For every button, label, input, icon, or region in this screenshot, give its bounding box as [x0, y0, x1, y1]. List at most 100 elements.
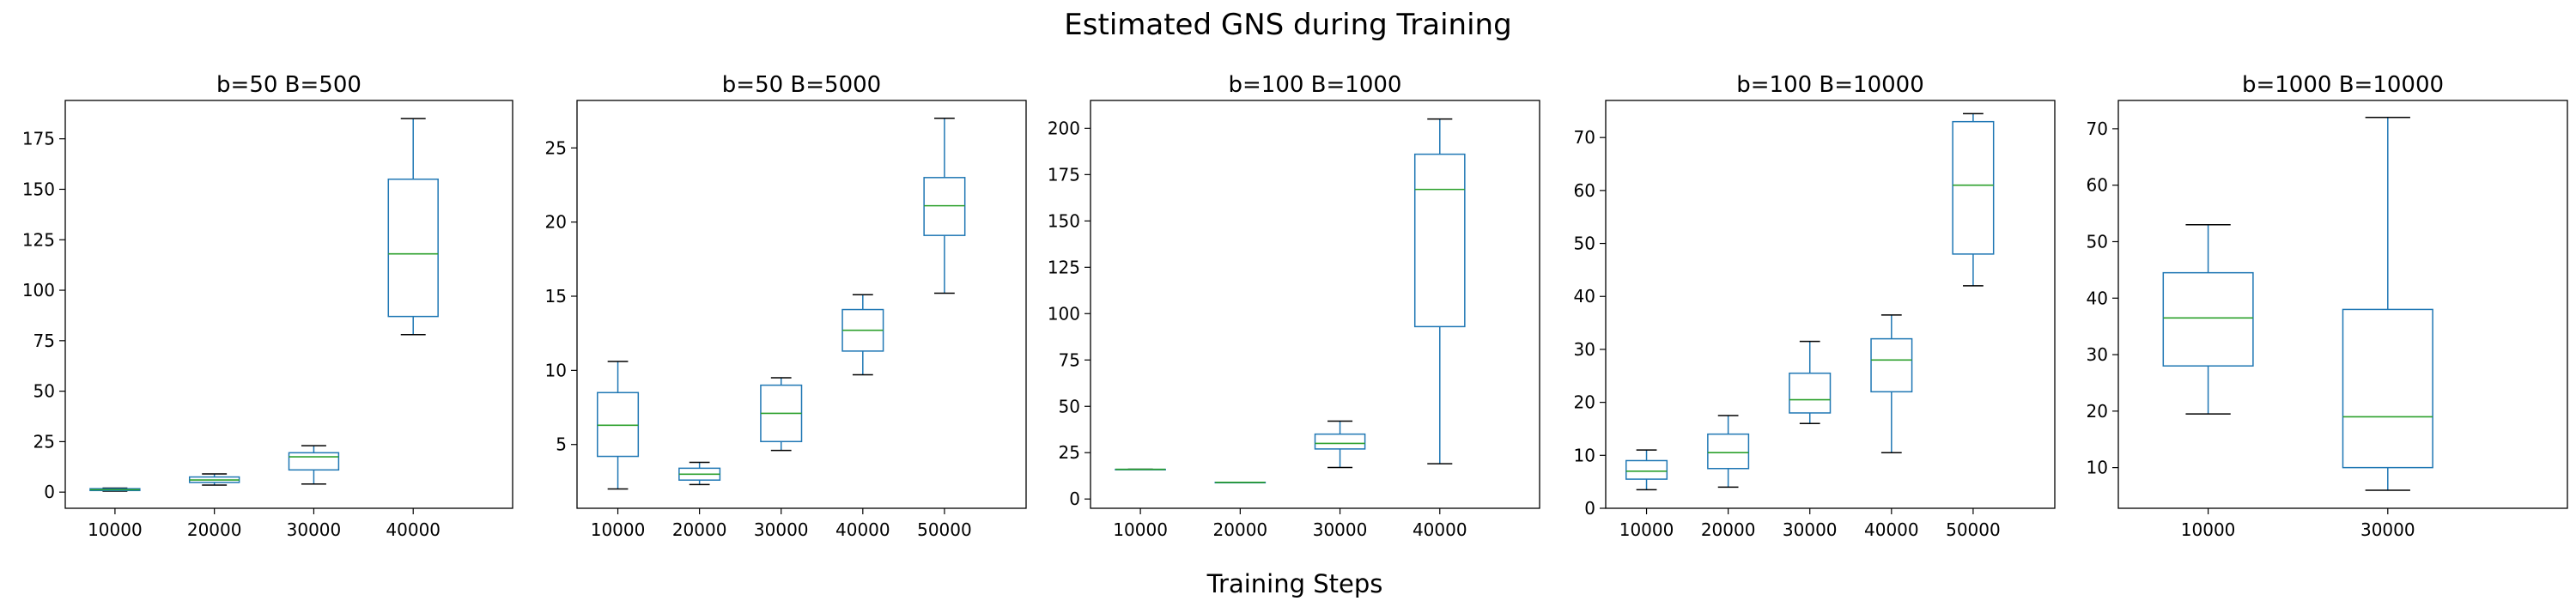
box-body — [1314, 433, 1366, 450]
box-body — [1413, 153, 1466, 328]
x-tick-label: 10000 — [1619, 519, 1674, 540]
box-20000 — [678, 461, 721, 486]
x-tick-label: 30000 — [754, 519, 809, 540]
subplot-4: b=100 B=10000 0 10 20 30 40 50 60 70 10000 20000 30… — [1574, 72, 2056, 540]
y-tick-label: 100 — [22, 280, 55, 300]
y-tick-label: 125 — [22, 229, 55, 250]
y-tick-label: 20 — [2087, 401, 2108, 422]
y-tick-label: 50 — [2087, 231, 2108, 252]
x-tick-label: 30000 — [287, 519, 342, 540]
y-tick-label: 30 — [2087, 344, 2108, 365]
box-body — [1789, 372, 1832, 414]
y-tick-label: 60 — [2087, 175, 2108, 196]
x-tick-label: 20000 — [1701, 519, 1756, 540]
box-body — [2342, 308, 2433, 469]
y-tick-label: 0 — [1069, 489, 1080, 509]
y-tick-label: 125 — [1048, 257, 1080, 277]
y-tick-label: 25 — [33, 431, 55, 452]
x-tick-label: 20000 — [1213, 519, 1268, 540]
box-body — [1707, 433, 1750, 470]
box-40000 — [1413, 118, 1466, 464]
y-tick-label: 50 — [33, 381, 55, 402]
y-tick-label: 70 — [1574, 127, 1595, 148]
axes-frame — [1090, 100, 1540, 509]
y-tick-label: 25 — [545, 137, 567, 158]
x-tick-label: 10000 — [591, 519, 646, 540]
y-tick-label: 40 — [2087, 288, 2108, 308]
y-tick-label: 30 — [1574, 339, 1595, 360]
y-tick-label: 40 — [1574, 286, 1595, 307]
box-20000 — [1707, 415, 1750, 489]
box-body — [597, 392, 640, 458]
y-tick-label: 50 — [1059, 396, 1080, 416]
y-tick-label: 50 — [1574, 234, 1595, 254]
x-tick-label: 30000 — [2360, 519, 2415, 540]
box-body — [923, 177, 966, 236]
y-tick-label: 25 — [1059, 442, 1080, 463]
subplot-1: b=50 B=500 0 25 50 75 100 125 150 175 10000 20000 3… — [22, 72, 513, 540]
box-20000 — [188, 473, 240, 486]
box-50000 — [923, 117, 966, 294]
box-10000 — [1625, 449, 1668, 491]
y-tick-label: 150 — [22, 179, 55, 199]
x-axis-label: Training Steps — [1206, 569, 1383, 598]
y-tick-label: 15 — [545, 286, 567, 307]
box-40000 — [841, 294, 884, 376]
y-tick-label: 75 — [1059, 349, 1080, 370]
box-30000 — [760, 377, 803, 452]
y-tick-label: 100 — [1048, 303, 1080, 324]
box-10000 — [597, 361, 640, 490]
axes-frame — [64, 100, 513, 509]
x-tick-label: 20000 — [187, 519, 242, 540]
box-body — [1870, 337, 1913, 393]
x-tick-label: 10000 — [88, 519, 143, 540]
y-tick-label: 150 — [1048, 210, 1080, 231]
box-10000 — [2162, 223, 2254, 415]
y-tick-label: 75 — [33, 331, 55, 351]
y-tick-label: 20 — [1574, 392, 1595, 413]
x-tick-label: 40000 — [386, 519, 440, 540]
y-tick-label: 200 — [1048, 118, 1080, 138]
box-30000 — [1314, 420, 1366, 469]
axes-frame — [1605, 100, 2056, 509]
subplot-title: b=50 B=500 — [216, 72, 361, 98]
x-tick-label: 20000 — [672, 519, 727, 540]
axes-frame — [2117, 100, 2568, 509]
y-tick-label: 175 — [22, 129, 55, 149]
y-tick-label: 60 — [1574, 180, 1595, 201]
box-body — [1625, 459, 1668, 480]
y-tick-label: 10 — [2087, 458, 2108, 478]
x-tick-label: 10000 — [1113, 519, 1168, 540]
subplot-3: b=100 B=1000 0 25 50 75 100 125 150 175 200 10000 2… — [1048, 72, 1540, 540]
box-40000 — [1870, 314, 1913, 453]
y-tick-label: 175 — [1048, 164, 1080, 185]
x-tick-label: 30000 — [1313, 519, 1368, 540]
y-tick-label: 10 — [545, 360, 567, 380]
box-body — [1952, 120, 1995, 255]
x-tick-label: 50000 — [1946, 519, 2001, 540]
figure-title: Estimated GNS during Training — [1064, 8, 1511, 42]
subplot-title: b=100 B=1000 — [1229, 72, 1402, 98]
y-tick-label: 10 — [1574, 445, 1595, 465]
y-tick-label: 5 — [556, 434, 567, 455]
x-tick-label: 40000 — [835, 519, 890, 540]
x-tick-label: 10000 — [2181, 519, 2236, 540]
x-tick-label: 50000 — [917, 519, 972, 540]
x-tick-label: 30000 — [1783, 519, 1838, 540]
axes-frame — [576, 100, 1027, 509]
box-40000 — [387, 118, 439, 336]
subplot-2: b=50 B=5000 5 10 15 20 25 10000 20000 30000 40000… — [545, 72, 1027, 540]
subplot-title: b=1000 B=10000 — [2242, 72, 2444, 98]
subplot-title: b=100 B=10000 — [1736, 72, 1924, 98]
y-tick-label: 20 — [545, 212, 567, 233]
box-30000 — [1789, 340, 1832, 425]
subplot-5: b=1000 B=10000 10 20 30 40 50 60 70 10000 30000 — [2087, 72, 2568, 540]
box-body — [387, 178, 439, 318]
box-30000 — [288, 445, 340, 485]
subplot-title: b=50 B=5000 — [722, 72, 881, 98]
y-tick-label: 0 — [1584, 498, 1595, 519]
box-10000 — [89, 487, 141, 492]
y-tick-label: 70 — [2087, 118, 2108, 139]
box-body — [2162, 271, 2254, 367]
